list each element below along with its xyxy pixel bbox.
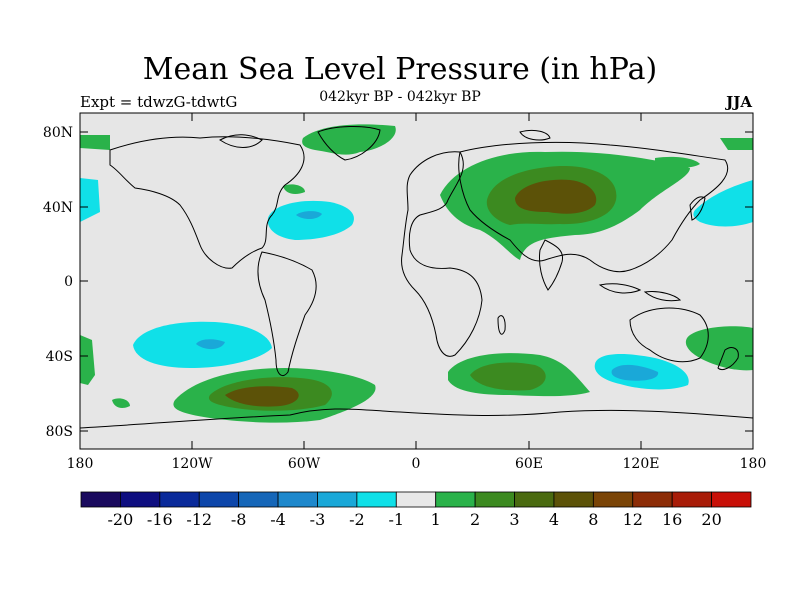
lon-label: 180 bbox=[740, 456, 767, 472]
colorbar-swatch bbox=[592, 491, 634, 508]
colorbar-swatch bbox=[80, 491, 121, 508]
lon-label: 0 bbox=[412, 456, 421, 472]
colorbar-swatch bbox=[435, 491, 476, 508]
lat-label: 0 bbox=[64, 274, 73, 290]
lat-label: 80S bbox=[46, 424, 73, 440]
colorbar-label: 3 bbox=[509, 510, 519, 529]
lat-label: 40S bbox=[46, 349, 73, 365]
experiment-label: Expt = tdwzG-tdwtG bbox=[80, 93, 238, 111]
colorbar-swatch bbox=[632, 491, 673, 508]
anomaly-fills bbox=[80, 124, 753, 423]
colorbar-label: 12 bbox=[623, 510, 643, 529]
colorbar-label: -3 bbox=[310, 510, 326, 529]
colorbar-swatch bbox=[120, 491, 161, 508]
axis-ticks bbox=[80, 113, 753, 449]
colorbar: -20 -16 -12 -8 -4 -3 -2 -1 1 2 3 4 8 12 16 20 bbox=[80, 491, 752, 529]
lon-label: 60E bbox=[515, 456, 543, 472]
coastlines bbox=[79, 125, 754, 429]
season-label: JJA bbox=[726, 93, 752, 111]
colorbar-swatch bbox=[514, 491, 555, 508]
colorbar-label: 1 bbox=[431, 510, 441, 529]
greenland-positive-region bbox=[302, 124, 396, 155]
colorbar-label: -8 bbox=[231, 510, 247, 529]
colorbar-swatch bbox=[711, 491, 752, 508]
longitude-labels: 180 120W 60W 0 60E 120E 180 bbox=[67, 456, 767, 472]
colorbar-swatch bbox=[671, 491, 712, 508]
colorbar-label: 2 bbox=[470, 510, 480, 529]
colorbar-label: 16 bbox=[662, 510, 682, 529]
colorbar-label: 8 bbox=[588, 510, 598, 529]
colorbar-swatch bbox=[356, 491, 397, 508]
asia-level4-region bbox=[515, 179, 597, 214]
colorbar-swatch bbox=[474, 491, 515, 508]
colorbar-label: -1 bbox=[388, 510, 404, 529]
map-title: Mean Sea Level Pressure (in hPa) bbox=[142, 52, 658, 87]
colorbar-label: -16 bbox=[147, 510, 173, 529]
colorbar-swatch bbox=[198, 491, 240, 508]
lat-label: 80N bbox=[43, 125, 73, 141]
lon-label: 60W bbox=[288, 456, 321, 472]
lat-label: 40N bbox=[43, 200, 73, 216]
lon-label: 120W bbox=[171, 456, 213, 472]
colorbar-label: -2 bbox=[349, 510, 365, 529]
colorbar-swatch bbox=[159, 491, 200, 508]
lon-label: 120E bbox=[623, 456, 660, 472]
colorbar-label: -12 bbox=[186, 510, 212, 529]
period-label: 042kyr BP - 042kyr BP bbox=[319, 89, 481, 105]
colorbar-label: 20 bbox=[701, 510, 721, 529]
lon-label: 180 bbox=[67, 456, 94, 472]
colorbar-swatch bbox=[238, 491, 279, 508]
colorbar-swatch bbox=[277, 491, 318, 508]
colorbar-swatch bbox=[553, 491, 594, 508]
northwest-pacific-negative-region bbox=[693, 180, 753, 227]
colorbar-swatch bbox=[317, 491, 358, 508]
atlantic-negative-region bbox=[267, 200, 354, 240]
colorbar-label: 4 bbox=[549, 510, 559, 529]
colorbar-label: -4 bbox=[270, 510, 286, 529]
colorbar-swatch bbox=[395, 491, 437, 508]
colorbar-label: -20 bbox=[108, 510, 134, 529]
latitude-labels: 80N 40N 0 40S 80S bbox=[43, 125, 73, 440]
